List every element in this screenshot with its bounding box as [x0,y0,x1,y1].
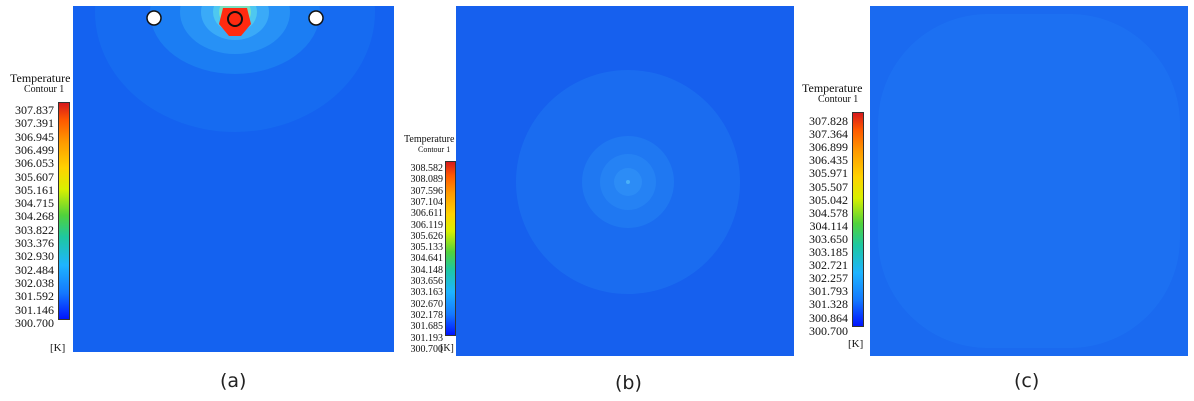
legend-tick: 300.700 [15,315,54,330]
legend-tick: 303.163 [410,287,444,299]
legend-tick: 302.178 [410,309,444,321]
legend-tick: 306.899 [809,140,848,155]
legend-unit: [K] [440,343,454,354]
legend-ticks: 307.837 307.391 306.945 306.499 306.053 … [0,103,54,329]
legend-subtitle: Contour 1 [24,84,65,95]
legend-tick: 302.930 [15,249,54,264]
legend-title: Temperature [802,81,863,95]
legend-subtitle: Contour 1 [818,94,859,105]
contour-field-c [870,6,1188,356]
legend-tick: 305.626 [410,230,444,242]
legend-tick: 307.104 [410,196,444,208]
legend-tick: 302.721 [809,258,848,273]
legend-tick: 306.435 [809,153,848,168]
legend-tick: 304.114 [809,218,848,233]
legend-tick: 304.578 [809,205,848,220]
legend-tick: 305.161 [15,182,54,197]
legend-c: Temperature Contour 1 307.828 307.364 30… [800,80,872,360]
legend-tick: 308.582 [410,163,444,174]
legend-tick: 305.042 [809,192,848,207]
legend-tick: 304.641 [410,253,444,265]
legend-tick: 301.193 [410,332,444,344]
legend-tick: 307.364 [809,127,848,142]
legend-tick: 304.715 [15,196,54,211]
pipe-right-circle [308,10,324,26]
legend-tick: 301.328 [809,297,848,312]
contour-plot-c [870,6,1188,356]
legend-tick: 304.148 [410,264,444,276]
caption-b: (b) [615,372,642,394]
color-scale-bar [445,161,456,336]
color-scale-bar [58,102,70,320]
legend-tick: 305.133 [410,242,444,254]
legend-unit: [K] [50,342,66,354]
legend-tick: 301.146 [15,302,54,317]
legend-tick: 307.828 [809,114,848,128]
legend-tick: 306.945 [15,129,54,144]
legend-tick: 300.864 [809,310,848,325]
legend-tick: 307.391 [15,116,54,131]
legend-title: Temperature [404,134,455,145]
legend-tick: 302.038 [15,275,54,290]
legend-tick: 308.089 [410,174,444,186]
legend-tick: 306.611 [410,208,443,220]
legend-tick: 302.670 [410,298,444,310]
legend-a: Temperature Contour 1 307.837 307.391 30… [0,70,75,360]
hot-spot-heater [219,8,251,36]
legend-tick: 302.257 [809,271,848,286]
center-point [626,180,630,184]
legend-tick: 300.700 [809,323,848,338]
legend-tick: 306.119 [410,219,443,231]
legend-title: Temperature [10,71,71,85]
legend-tick: 303.376 [15,236,54,250]
legend-ticks: 308.582 308.089 307.596 307.104 306.611 … [400,163,444,355]
legend-unit: [K] [848,338,864,350]
contour-plot-a [73,6,394,352]
legend-b: Temperature Contour 1 308.582 308.089 30… [400,135,460,360]
caption-c: (c) [1014,370,1040,392]
legend-ticks: 307.828 307.364 306.899 306.435 305.971 … [800,114,848,338]
pipe-left-circle [146,10,162,26]
legend-tick: 301.793 [809,284,848,299]
contour-field-a [73,6,394,352]
legend-tick: 302.484 [15,262,54,277]
contour-plot-b [456,6,794,356]
color-scale-bar [852,112,864,327]
legend-tick: 306.053 [15,156,54,171]
legend-tick: 304.268 [15,209,54,224]
panel-c: Temperature Contour 1 307.828 307.364 30… [800,0,1194,401]
legend-tick: 301.685 [410,321,444,333]
legend-tick: 305.971 [809,166,848,181]
legend-tick: 303.650 [809,231,848,246]
legend-tick: 305.507 [809,179,848,194]
legend-tick: 303.656 [410,276,444,287]
legend-tick: 303.822 [15,222,54,237]
legend-tick: 303.185 [809,245,848,259]
panel-a: Temperature Contour 1 307.837 307.391 30… [0,0,400,401]
heater-outline [227,11,243,27]
panel-b: Temperature Contour 1 308.582 308.089 30… [400,0,800,401]
contour-field-b [456,6,794,356]
legend-tick: 300.700 [410,343,444,355]
caption-a: (a) [220,370,247,392]
legend-subtitle: Contour 1 [418,145,451,154]
legend-tick: 306.499 [15,142,54,157]
legend-tick: 301.592 [15,289,54,304]
legend-tick: 307.837 [15,103,54,117]
legend-tick: 307.596 [410,185,444,197]
legend-tick: 305.607 [15,169,54,184]
